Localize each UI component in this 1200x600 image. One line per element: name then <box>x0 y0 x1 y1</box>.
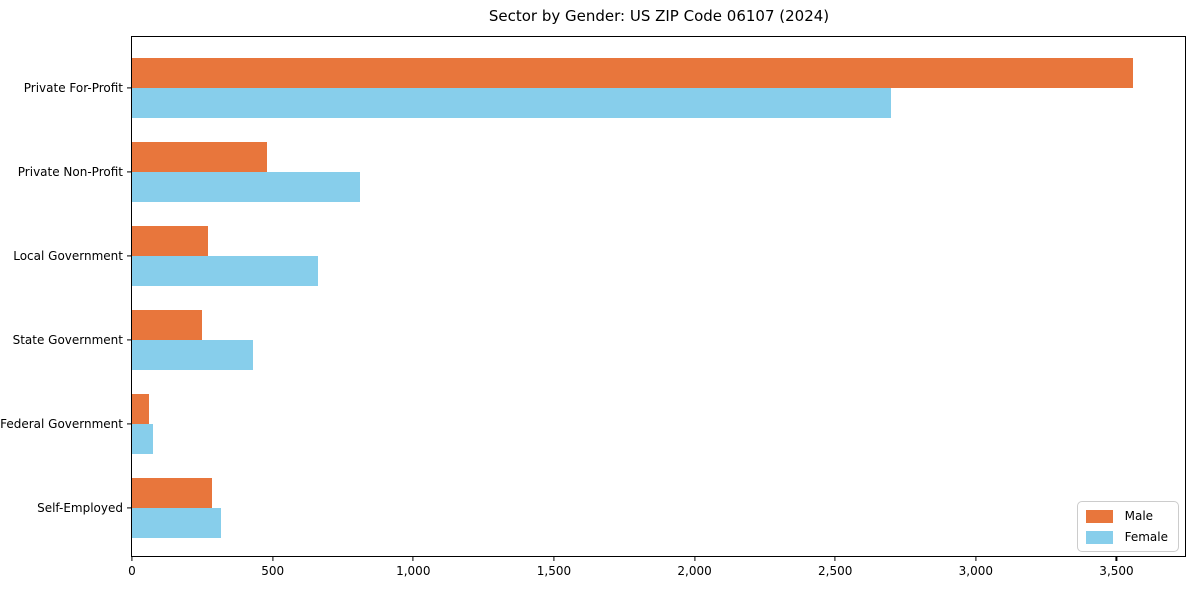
bar-female-local-government <box>132 256 318 286</box>
y-tick-state-government <box>127 339 132 341</box>
y-label-private-non-profit: Private Non-Profit <box>17 165 123 179</box>
x-tick-label-1500: 1,500 <box>536 564 572 578</box>
legend-label-female: Female <box>1124 530 1168 544</box>
x-tick-label-2500: 2,500 <box>818 564 853 578</box>
chart-title: Sector by Gender: US ZIP Code 06107 (202… <box>488 7 830 25</box>
x-tick-3000 <box>975 556 977 561</box>
bar-female-state-government <box>132 340 253 370</box>
y-label-self-employed: Self-Employed <box>37 501 123 515</box>
bar-female-private-non-profit <box>132 172 360 202</box>
bar-male-federal-government <box>132 394 149 424</box>
y-label-state-government: State Government <box>12 333 123 347</box>
bar-male-private-non-profit <box>132 142 267 172</box>
x-tick-1000 <box>412 556 414 561</box>
bar-female-self-employed <box>132 508 221 538</box>
x-tick-label-1000: 1,000 <box>396 564 431 578</box>
legend: Male Female <box>1076 501 1179 552</box>
y-label-federal-government: Federal Government <box>0 417 123 431</box>
y-tick-local-government <box>127 255 132 257</box>
bar-male-private-for-profit <box>132 58 1133 88</box>
bar-male-local-government <box>132 226 208 256</box>
y-label-local-government: Local Government <box>13 249 123 263</box>
bar-male-self-employed <box>132 478 212 508</box>
y-label-private-for-profit: Private For-Profit <box>23 81 123 95</box>
x-tick-label-3500: 3,500 <box>1099 564 1134 578</box>
y-tick-private-non-profit <box>127 171 132 173</box>
legend-label-male: Male <box>1124 509 1154 523</box>
plot-area: Private For-Profit Private Non-Profit Loca… <box>0 36 1186 578</box>
x-tick-label-0: 0 <box>128 564 136 578</box>
y-tick-private-for-profit <box>127 87 132 89</box>
legend-swatch-female <box>1085 530 1113 544</box>
legend-item-male: Male <box>1085 509 1168 523</box>
x-tick-label-2000: 2,000 <box>677 564 712 578</box>
legend-item-female: Female <box>1085 530 1168 544</box>
y-tick-federal-government <box>127 423 132 425</box>
legend-swatch-male <box>1085 509 1113 523</box>
x-tick-1500 <box>553 556 555 561</box>
x-tick-500 <box>272 556 274 561</box>
bar-female-private-for-profit <box>132 88 891 118</box>
x-tick-2000 <box>693 556 696 561</box>
x-tick-2500 <box>834 556 836 561</box>
y-tick-self-employed <box>127 507 132 509</box>
x-tick-label-3000: 3,000 <box>958 564 994 578</box>
bar-female-federal-government <box>132 424 153 454</box>
bar-male-state-government <box>132 310 202 340</box>
x-tick-label-500: 500 <box>261 564 285 578</box>
x-tick-0 <box>131 556 133 561</box>
x-tick-3500 <box>1115 556 1118 561</box>
